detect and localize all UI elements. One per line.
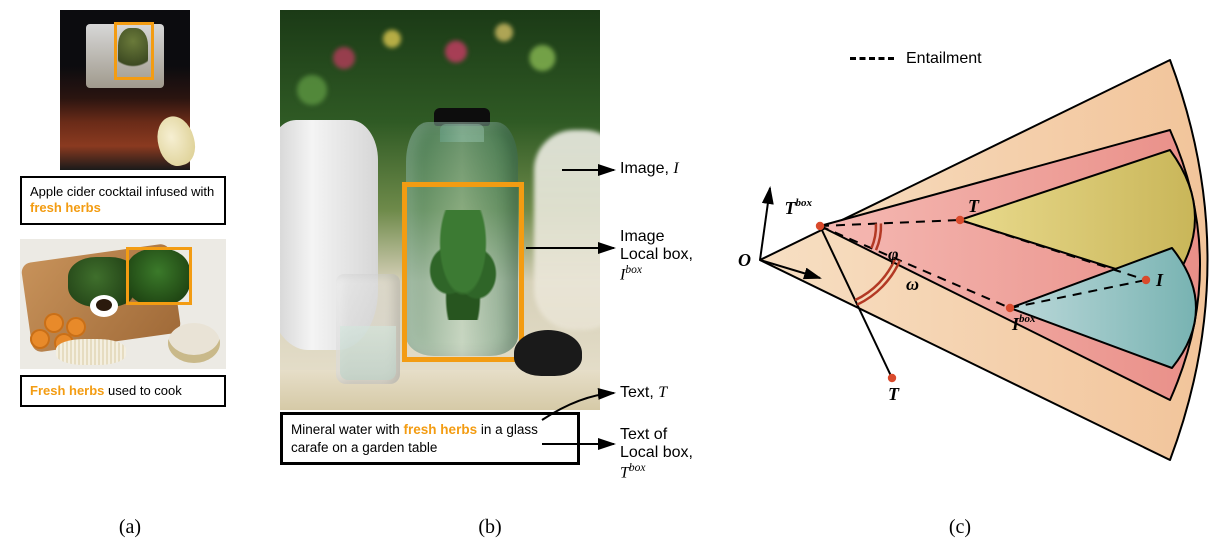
caption-a2-suffix: used to cook (104, 383, 181, 398)
noodles (56, 339, 126, 365)
soy-sauce (96, 299, 112, 311)
pear-slice (152, 112, 200, 170)
legend-entailment: Entailment (850, 50, 982, 68)
table-surface (280, 370, 600, 410)
label-text-text: Text, (620, 384, 658, 401)
label-image-text: Image, (620, 160, 673, 177)
dark-bowl (514, 330, 582, 376)
svg-text:I: I (1155, 270, 1164, 290)
svg-text:T: T (968, 196, 980, 216)
caption-a: (a) (0, 516, 240, 539)
label-textbox-l2: Local box, (620, 444, 693, 461)
caption-b-highlight: fresh herbs (404, 422, 478, 437)
label-text-sym: T (658, 384, 667, 401)
thumbnail-cocktail (60, 10, 190, 170)
label-image: Image, I (620, 160, 679, 178)
label-imagebox-l2: Local box, (620, 246, 693, 263)
caption-row: (a) (b) (c) (0, 516, 1229, 539)
label-textbox-l1: Text of (620, 426, 700, 444)
bowl (168, 323, 220, 363)
caption-box-b: Mineral water with fresh herbs in a glas… (280, 412, 580, 465)
water-fill (340, 326, 396, 380)
caption-a2-highlight: Fresh herbs (30, 383, 104, 398)
panel-a: Apple cider cocktail infused with fresh … (0, 0, 240, 551)
figure-container: Apple cider cocktail infused with fresh … (0, 0, 1229, 551)
caption-b-prefix: Mineral water with (291, 422, 404, 437)
caption-box-a1: Apple cider cocktail infused with fresh … (20, 176, 226, 225)
svg-text:ω: ω (906, 274, 919, 294)
label-image-localbox: Image Local box, Ibox (620, 228, 700, 284)
bounding-box-a2 (126, 247, 192, 305)
svg-text:φ: φ (888, 244, 899, 264)
panel-b: Mineral water with fresh herbs in a glas… (240, 0, 700, 551)
panel-c: Entailment OTboxTIboxITφω (700, 0, 1220, 551)
person-blur (534, 130, 600, 330)
thumbnail-cooking (20, 239, 226, 369)
svg-text:T: T (888, 384, 900, 404)
label-textbox-sup: box (629, 462, 646, 474)
bounding-box-a1 (114, 22, 154, 80)
label-textbox-sym: T (620, 464, 629, 481)
caption-a1-prefix: Apple cider cocktail infused with (30, 184, 214, 199)
caption-box-a2: Fresh herbs used to cook (20, 375, 226, 407)
bounding-box-b (402, 182, 524, 362)
caption-b: (b) (240, 516, 700, 539)
legend-dash-icon (850, 57, 894, 60)
label-image-symbol: I (673, 160, 678, 177)
svg-text:O: O (738, 250, 751, 270)
label-imagebox-sup: box (625, 264, 642, 276)
caption-c: (c) (700, 516, 1220, 539)
label-text: Text, T (620, 384, 667, 402)
main-image-b (280, 10, 600, 410)
caption-a1-highlight: fresh herbs (30, 200, 101, 215)
cone-diagram: OTboxTIboxITφω (700, 20, 1220, 500)
svg-text:Tbox: Tbox (785, 197, 813, 218)
legend-text: Entailment (906, 50, 982, 67)
label-text-localbox: Text of Local box, Tbox (620, 426, 700, 482)
label-imagebox-l1: Image (620, 228, 700, 246)
